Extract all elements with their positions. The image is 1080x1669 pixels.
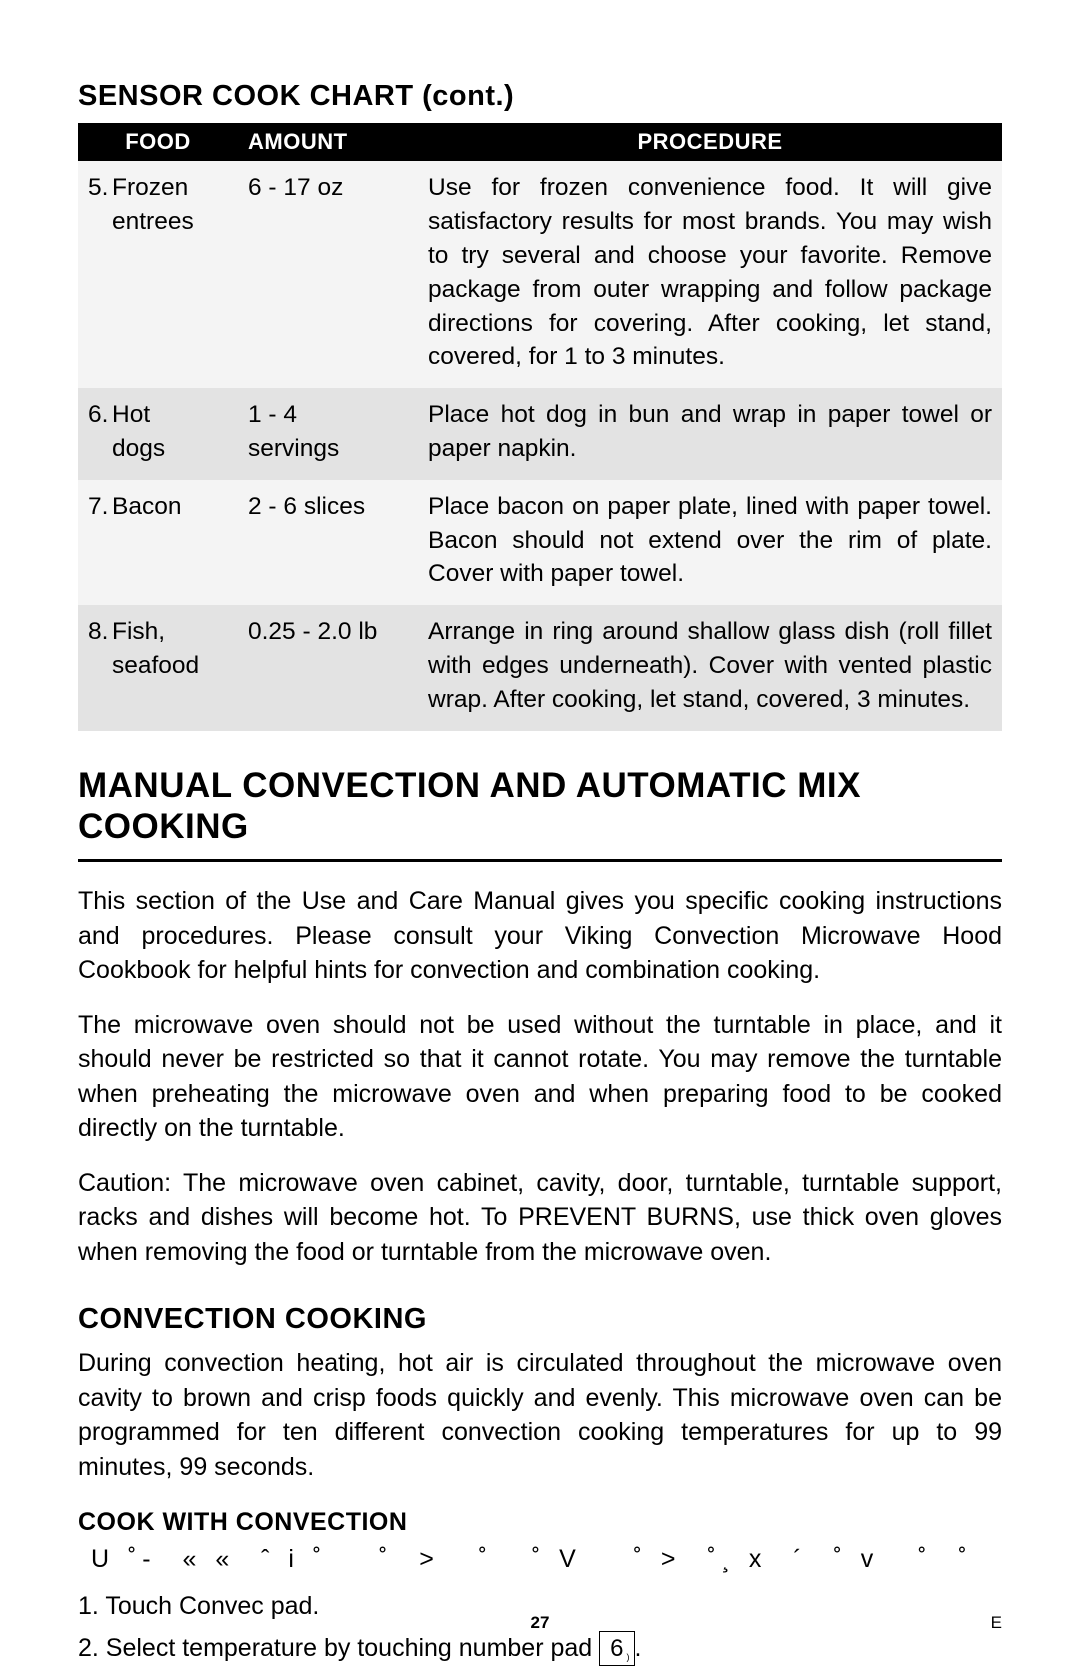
- cell-procedure: Arrange in ring around shallow glass dis…: [418, 605, 1002, 730]
- col-header-procedure: PROCEDURE: [418, 123, 1002, 161]
- cell-amount: 2 - 6 slices: [238, 480, 418, 605]
- table-row: 7.Bacon2 - 6 slicesPlace bacon on paper …: [78, 480, 1002, 605]
- step-2: 2. Select temperature by touching number…: [78, 1630, 1002, 1668]
- keypad-6-sub: ): [627, 1651, 630, 1664]
- table-row: 6.Hotdogs1 - 4servingsPlace hot dog in b…: [78, 388, 1002, 480]
- cell-food: 5.Frozenentrees: [78, 161, 238, 388]
- keypad-6-icon: 6): [599, 1631, 634, 1667]
- cell-procedure: Use for frozen convenience food. It will…: [418, 161, 1002, 388]
- manual-convection-heading: MANUAL CONVECTION AND AUTOMATIC MIX COOK…: [78, 765, 1002, 863]
- intro-paragraph-1: This section of the Use and Care Manual …: [78, 884, 1002, 988]
- col-header-food: FOOD: [78, 123, 238, 161]
- convection-cooking-heading: CONVECTION COOKING: [78, 1303, 1002, 1336]
- step-2-post: .: [635, 1634, 642, 1662]
- cell-amount: 0.25 - 2.0 lb: [238, 605, 418, 730]
- garbled-text-line: U ˚- « « ˆ i ˚ ˚ > ˚ ˚ V ˚ > ˚¸ x ´ ˚ v …: [78, 1545, 1002, 1574]
- cell-food: 7.Bacon: [78, 480, 238, 605]
- cell-food: 6.Hotdogs: [78, 388, 238, 480]
- sensor-cook-chart-table: FOOD AMOUNT PROCEDURE 5.Frozenentrees6 -…: [78, 123, 1002, 731]
- table-row: 5.Frozenentrees6 - 17 ozUse for frozen c…: [78, 161, 1002, 388]
- page-number: 27: [0, 1613, 1080, 1633]
- table-header-row: FOOD AMOUNT PROCEDURE: [78, 123, 1002, 161]
- caution-label: Caution:: [78, 1169, 171, 1197]
- cook-with-convection-heading: COOK WITH CONVECTION: [78, 1508, 1002, 1537]
- table-row: 8.Fish,seafood0.25 - 2.0 lbArrange in ri…: [78, 605, 1002, 730]
- caution-body: The microwave oven cabinet, cavity, door…: [78, 1169, 1002, 1266]
- sensor-cook-chart-heading: SENSOR COOK CHART (cont.): [78, 80, 1002, 113]
- caution-paragraph: Caution: The microwave oven cabinet, cav…: [78, 1166, 1002, 1270]
- keypad-6-label: 6: [610, 1635, 623, 1662]
- cell-procedure: Place hot dog in bun and wrap in paper t…: [418, 388, 1002, 480]
- intro-paragraph-2: The microwave oven should not be used wi…: [78, 1008, 1002, 1146]
- cell-amount: 6 - 17 oz: [238, 161, 418, 388]
- manual-page: SENSOR COOK CHART (cont.) FOOD AMOUNT PR…: [0, 0, 1080, 1669]
- footer-marker-e: E: [991, 1613, 1002, 1633]
- step-2-pre: 2. Select temperature by touching number…: [78, 1634, 599, 1662]
- cell-food: 8.Fish,seafood: [78, 605, 238, 730]
- convection-cooking-paragraph: During convection heating, hot air is ci…: [78, 1346, 1002, 1484]
- cell-procedure: Place bacon on paper plate, lined with p…: [418, 480, 1002, 605]
- col-header-amount: AMOUNT: [238, 123, 418, 161]
- cell-amount: 1 - 4servings: [238, 388, 418, 480]
